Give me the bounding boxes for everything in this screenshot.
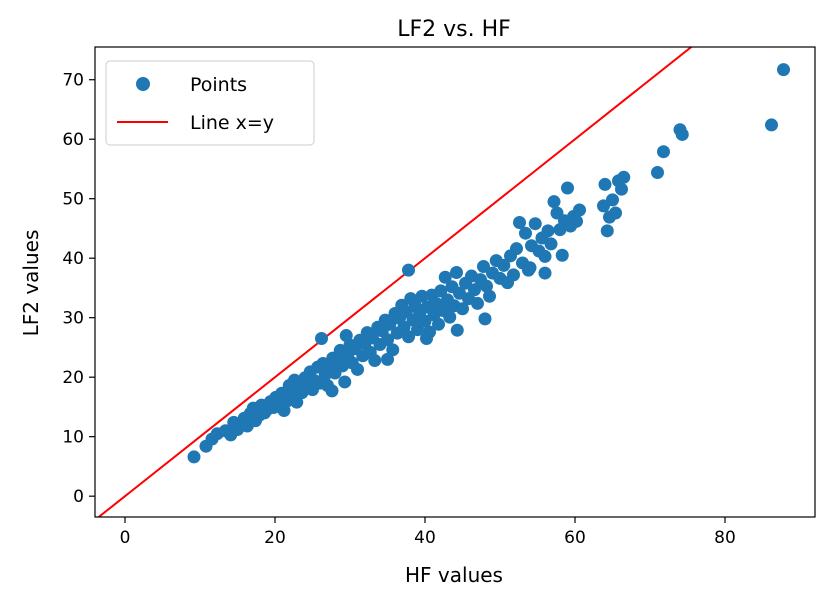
- legend-points-marker: [136, 77, 150, 91]
- data-point: [325, 384, 339, 398]
- data-point: [438, 270, 452, 284]
- data-point: [402, 263, 415, 277]
- y-tick-label: 70: [62, 71, 84, 91]
- data-point: [351, 362, 364, 376]
- reference-line-layer: [97, 47, 693, 517]
- data-point: [777, 63, 790, 77]
- chart-title: LF2 vs. HF: [397, 17, 511, 42]
- data-point: [450, 265, 463, 279]
- legend-line-label: Line x=y: [190, 112, 274, 134]
- y-tick-label: 50: [62, 190, 84, 210]
- data-point: [368, 354, 382, 368]
- data-point: [519, 226, 532, 240]
- data-point: [432, 317, 445, 331]
- data-point: [570, 214, 583, 228]
- data-point: [528, 217, 542, 231]
- data-point: [513, 216, 526, 230]
- data-point: [402, 330, 415, 344]
- x-tick-label: 40: [414, 528, 436, 548]
- y-tick-label: 40: [62, 249, 84, 269]
- legend-points-label: Points: [190, 74, 247, 96]
- points-layer: [187, 63, 790, 464]
- data-point: [471, 296, 484, 310]
- legend-box: [105, 60, 315, 146]
- y-tick-label: 10: [62, 428, 84, 448]
- data-point: [411, 323, 424, 337]
- data-point: [477, 260, 490, 274]
- data-point: [606, 193, 619, 207]
- data-point: [600, 224, 614, 238]
- data-point: [415, 289, 429, 303]
- data-point: [573, 203, 586, 217]
- data-point: [507, 268, 520, 282]
- data-point: [420, 332, 433, 346]
- data-point: [561, 181, 574, 195]
- y-tick-label: 0: [73, 487, 84, 507]
- data-point: [443, 310, 457, 324]
- x-tick-label: 20: [264, 528, 286, 548]
- data-point: [657, 145, 670, 159]
- data-point: [381, 352, 394, 366]
- y-axis-label: LF2 values: [19, 230, 43, 337]
- data-point: [336, 359, 349, 373]
- data-point: [383, 317, 397, 331]
- data-point: [381, 333, 394, 347]
- data-point: [544, 237, 558, 251]
- y-tick-label: 60: [62, 130, 84, 150]
- data-point: [315, 332, 328, 346]
- y-tick-label: 30: [62, 309, 84, 329]
- data-point: [555, 248, 569, 262]
- data-point: [456, 302, 469, 316]
- data-point: [675, 127, 689, 141]
- y-axis-ticks: 0 10 20 30 40 50 60 70: [62, 71, 95, 507]
- data-point: [617, 170, 631, 184]
- data-point: [538, 266, 552, 280]
- plot-frame: [94, 46, 816, 518]
- data-point: [187, 450, 201, 464]
- x-tick-label: 60: [564, 528, 586, 548]
- data-point: [523, 261, 537, 275]
- x-axis-ticks: 0 20 40 60 80: [120, 517, 736, 548]
- data-point: [547, 195, 561, 209]
- plot-area: [94, 46, 816, 518]
- data-point: [338, 375, 352, 389]
- data-point: [497, 258, 511, 272]
- data-point: [468, 283, 481, 297]
- legend: Points Line x=y: [105, 60, 315, 146]
- data-point: [290, 395, 304, 409]
- data-point: [598, 177, 612, 191]
- x-tick-label: 0: [120, 528, 131, 548]
- data-point: [339, 329, 353, 343]
- data-point: [434, 284, 448, 298]
- y-tick-label: 20: [62, 368, 84, 388]
- data-point: [480, 279, 493, 293]
- data-point: [450, 323, 464, 337]
- line-x-equals-y: [97, 47, 693, 517]
- data-point: [418, 314, 432, 328]
- data-point: [538, 249, 552, 263]
- data-point: [483, 289, 496, 303]
- data-point: [510, 242, 523, 256]
- data-point: [609, 206, 622, 220]
- data-point: [615, 182, 628, 196]
- data-point: [541, 224, 555, 238]
- data-point: [386, 343, 400, 357]
- data-point: [478, 312, 492, 326]
- x-tick-label: 80: [714, 528, 736, 548]
- x-axis-label: HF values: [405, 563, 503, 587]
- data-point: [765, 118, 778, 132]
- data-point: [651, 166, 664, 180]
